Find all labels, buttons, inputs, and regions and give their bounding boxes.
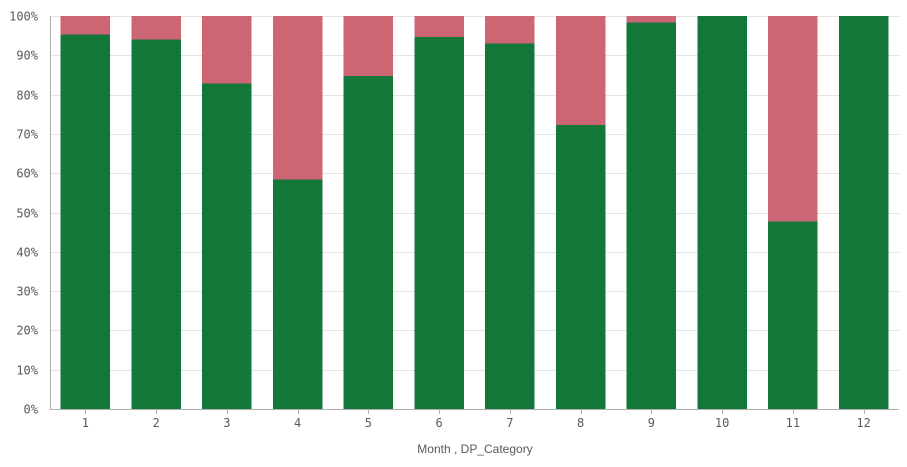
x-tick-label: 5: [365, 416, 372, 430]
axes: [50, 16, 899, 414]
y-tick-label: 60%: [16, 167, 38, 181]
bar-segment-primary[interactable]: [414, 37, 464, 409]
bar-segment-secondary[interactable]: [60, 16, 111, 35]
y-tick-label: 0%: [24, 403, 39, 417]
bar-segment-secondary[interactable]: [414, 16, 464, 38]
y-tick-label: 100%: [9, 10, 39, 24]
gridlines: [50, 16, 899, 410]
bar-segment-secondary[interactable]: [343, 16, 394, 77]
bar-segment-primary[interactable]: [131, 39, 181, 409]
bar-segment-primary[interactable]: [697, 16, 747, 409]
y-tick-label: 30%: [16, 285, 38, 299]
bar-segment-primary[interactable]: [343, 76, 394, 409]
bar-segment-primary[interactable]: [60, 34, 111, 409]
bar-segment-primary[interactable]: [626, 22, 677, 409]
x-tick-label: 3: [223, 416, 230, 430]
x-tick-label: 9: [648, 416, 655, 430]
y-tick-label: 70%: [16, 128, 38, 142]
x-tick-label: 1: [82, 416, 89, 430]
bar-segment-primary[interactable]: [838, 16, 889, 409]
bar-segment-secondary[interactable]: [626, 16, 677, 23]
bar-segment-secondary[interactable]: [485, 16, 535, 44]
bar-segment-primary[interactable]: [768, 221, 818, 409]
bar-segment-secondary[interactable]: [555, 16, 606, 125]
y-tick-label: 50%: [16, 207, 38, 221]
x-tick-label: 2: [153, 416, 160, 430]
x-tick-label: 7: [506, 416, 513, 430]
y-tick-label: 80%: [16, 89, 38, 103]
bar-segment-secondary[interactable]: [131, 16, 181, 40]
y-axis-tick-labels: 0% 10% 20% 30% 40% 50% 60% 70% 80% 90% 100%: [9, 10, 39, 417]
bar-segment-primary[interactable]: [202, 83, 252, 409]
x-tick-label: 4: [294, 416, 301, 430]
x-axis-tick-labels: 1 2 3 4 5 6 7 8 9 10 11 12: [82, 416, 871, 430]
bars: [60, 16, 889, 410]
bar-segment-secondary[interactable]: [272, 16, 323, 180]
x-tick-label: 11: [786, 416, 800, 430]
y-tick-label: 20%: [16, 324, 38, 338]
bar-segment-primary[interactable]: [272, 179, 323, 409]
x-tick-label: 6: [436, 416, 443, 430]
y-tick-label: 40%: [16, 246, 38, 260]
bar-segment-primary[interactable]: [555, 124, 606, 410]
x-tick-label: 10: [715, 416, 729, 430]
y-tick-label: 10%: [16, 364, 38, 378]
x-tick-label: 12: [856, 416, 870, 430]
y-tick-label: 90%: [16, 49, 38, 63]
x-axis-title: Month , DP_Category: [417, 442, 532, 456]
bar-segment-secondary[interactable]: [768, 16, 818, 222]
bar-segment-secondary[interactable]: [202, 16, 252, 84]
x-tick-label: 8: [577, 416, 584, 430]
bar-segment-primary[interactable]: [485, 43, 535, 409]
